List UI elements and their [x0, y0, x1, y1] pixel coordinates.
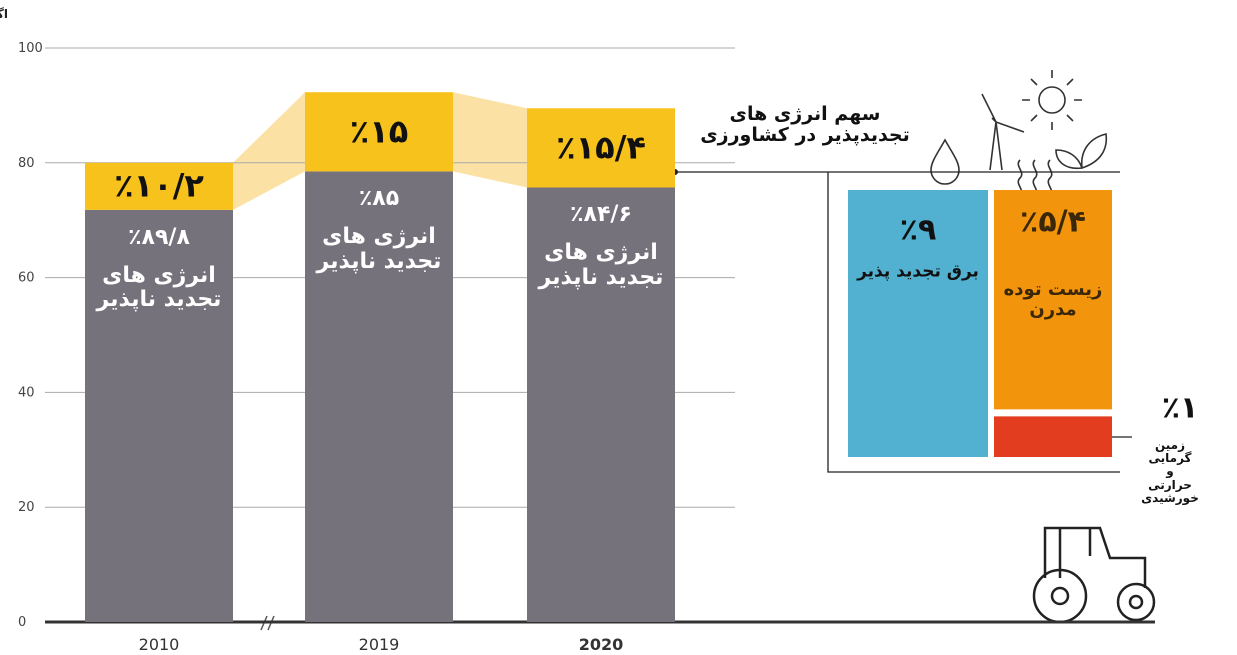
breakdown-name: زیست توده مدرن [1003, 279, 1103, 320]
y-tick-label: 20 [18, 500, 35, 515]
breakdown-box [994, 190, 1112, 410]
y-tick-label: 0 [18, 615, 26, 630]
breakdown-title: سهم انرژی های تجدیدپذیر در کشاورزی [700, 103, 910, 146]
y-tick-label: 40 [18, 385, 35, 400]
nonrenewable-share-label: ٪۸۴/۶ [570, 202, 632, 228]
renewable-bar [527, 108, 675, 188]
breakdown-box [848, 190, 988, 457]
breakdown-name: برق تجدید پذیر [857, 261, 979, 282]
x-tick-label: 2020 [579, 635, 624, 654]
breakdown-value: ٪۵/۴ [1020, 204, 1086, 240]
nonrenewable-name: انرژی های تجدید ناپذیر [316, 224, 442, 274]
breakdown-box [994, 416, 1112, 457]
decor [260, 70, 1156, 631]
nonrenewable-share-label: ٪۸۵ [358, 186, 400, 212]
y-tick-label: 80 [18, 156, 35, 171]
renewable-bar [305, 92, 453, 172]
nonrenewable-name: انرژی های تجدید ناپذیر [96, 262, 222, 312]
nonrenewable-bar [85, 209, 233, 623]
renewable-share-label: ٪۱۵ [349, 112, 409, 151]
breakdown-name: زمین گرمایی و حرارتی خورشیدی [1141, 438, 1199, 505]
renewable-share-label: ٪۱۰/۲ [114, 166, 204, 205]
x-tick-label: 2010 [139, 635, 180, 654]
x-tick-label: 2019 [359, 635, 400, 654]
y-tick-label: 60 [18, 271, 35, 286]
renewable-share-label: ٪۱۵/۴ [556, 128, 646, 167]
nonrenewable-share-label: ٪۸۹/۸ [128, 224, 190, 250]
connector-band [453, 92, 527, 188]
nonrenewable-name: انرژی های تجدید ناپذیر [538, 240, 664, 290]
nonrenewable-bar [527, 187, 675, 622]
nonrenewable-bar [305, 171, 453, 622]
breakdown-value: ٪۹ [899, 212, 937, 248]
connector-band [233, 92, 305, 210]
renewable-bar [85, 162, 233, 210]
y-axis-label: اگزا ژول(EJ) [0, 7, 8, 22]
y-tick-label: 100 [18, 41, 43, 56]
breakdown-value: ٪۱ [1161, 390, 1199, 426]
